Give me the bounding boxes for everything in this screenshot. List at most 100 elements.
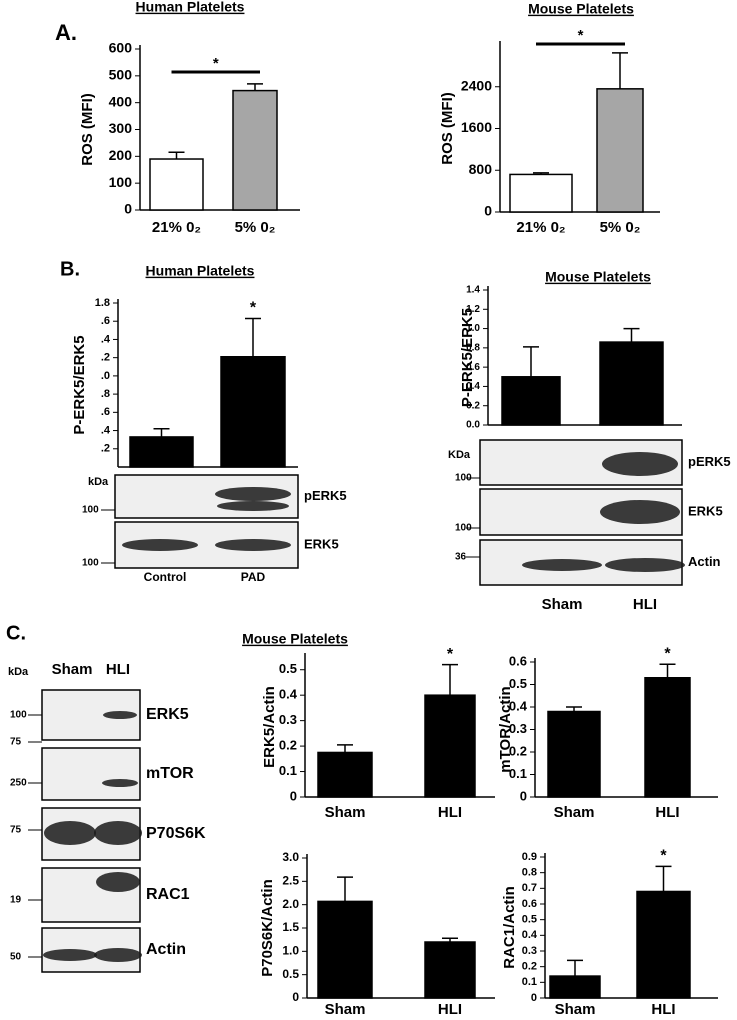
blot-band — [215, 539, 291, 551]
y-tick-label: 0.8 — [522, 867, 537, 879]
y-tick-label: 0.2 — [466, 400, 480, 411]
bar — [317, 751, 373, 798]
blot-band — [217, 501, 289, 511]
lane-label: HLI — [633, 596, 657, 613]
bar — [547, 710, 601, 798]
annotation: * — [578, 27, 584, 44]
bar — [149, 158, 204, 211]
y-tick-label: 0.3 — [509, 721, 527, 736]
blot-row-label: pERK5 — [304, 488, 347, 503]
y-tick-label: 400 — [109, 93, 133, 109]
y-axis-label: P70S6K/Actin — [259, 879, 276, 977]
western-blot: kDa Sham HLI ERK5 100 75 mTOR 250 P70S6K 75 RAC1 19… — [8, 661, 206, 973]
bar — [232, 89, 278, 211]
y-tick-label: .4 — [101, 333, 111, 345]
blot-band — [102, 779, 138, 787]
y-tick-label: 1600 — [461, 119, 492, 135]
y-axis-label: RAC1/Actin — [501, 886, 518, 969]
y-tick-label: 0.5 — [509, 676, 527, 691]
bar — [509, 173, 573, 213]
y-tick-label: 0.3 — [279, 712, 297, 727]
y-tick-label: 0.0 — [466, 420, 480, 431]
x-tick-label: 21% 0₂ — [516, 219, 565, 236]
error-bar — [245, 317, 261, 357]
blot-band — [44, 821, 96, 845]
blot-panel — [41, 747, 141, 801]
western-blot: kDa Control PAD pERK5 100 ERK5 100 — [82, 474, 347, 584]
bar — [317, 900, 373, 999]
blot-row-label: RAC1 — [146, 886, 190, 903]
blot-band — [103, 711, 137, 719]
error-bar — [247, 83, 263, 91]
y-tick-label: 0.8 — [466, 342, 480, 353]
y-axis-label: ROS (MFI) — [439, 92, 456, 165]
y-tick-label: 0.9 — [522, 851, 537, 863]
x-tick-label: HLI — [655, 804, 679, 821]
y-tick-label: 0.3 — [522, 945, 537, 957]
blot-band — [605, 558, 685, 572]
lane-label: Sham — [52, 661, 93, 678]
blot-row-label: mTOR — [146, 765, 194, 782]
y-tick-label: 1.2 — [466, 304, 480, 315]
y-tick-label: 1.4 — [466, 285, 480, 296]
error-bar — [567, 959, 583, 977]
blot-row-label: ERK5 — [688, 503, 723, 518]
y-axis-label: ROS (MFI) — [79, 93, 96, 166]
y-tick-label: 1.0 — [282, 944, 299, 958]
size-marker: 19 — [10, 895, 22, 906]
size-marker: 100 — [455, 523, 472, 534]
error-bar — [337, 744, 353, 753]
y-tick-label: 1.5 — [282, 920, 299, 934]
y-tick-label: 0 — [290, 788, 297, 803]
blot-panel — [114, 474, 299, 519]
x-tick-label: Sham — [555, 1001, 596, 1018]
error-bar — [533, 172, 549, 175]
size-marker: 75 — [10, 737, 22, 748]
blot-band — [215, 487, 291, 501]
x-tick-label: Sham — [325, 1001, 366, 1018]
bar — [636, 890, 691, 999]
y-tick-label: 0.6 — [466, 362, 480, 373]
blot-row-label: pERK5 — [688, 454, 731, 469]
y-tick-label: 0 — [292, 990, 299, 1004]
blot-unit: kDa — [88, 476, 109, 488]
panel-title: Mouse Platelets — [242, 631, 348, 647]
size-marker: 36 — [455, 552, 467, 563]
size-marker: 100 — [455, 473, 472, 484]
x-tick-label: 21% 0₂ — [152, 219, 201, 236]
size-marker: 100 — [82, 505, 99, 516]
panel-label: B. — [60, 258, 80, 280]
chart: P70S6K/Actin 0 0.5 1.0 1.5 2.0 2.5 3.0 Sham HLI — [259, 850, 495, 1018]
panel-label: C. — [6, 622, 26, 644]
y-tick-label: 100 — [109, 174, 133, 190]
y-tick-label: 0 — [531, 992, 537, 1004]
y-tick-label: 0.4 — [466, 381, 480, 392]
blot-unit: KDa — [448, 449, 471, 461]
error-bar — [523, 346, 539, 377]
blot-band — [94, 821, 142, 845]
blot-band — [522, 559, 602, 571]
y-tick-label: 0 — [124, 201, 132, 217]
error-bar — [659, 663, 676, 678]
lane-label: HLI — [106, 661, 130, 678]
y-tick-label: 800 — [469, 161, 493, 177]
y-tick-label: .0 — [101, 370, 110, 382]
chart: RAC1/Actin 0 0.1 0.2 0.3 0.4 0.5 0.6 0.7 0.8 0.9 Sh… — [501, 848, 718, 1018]
y-tick-label: 3.0 — [282, 850, 299, 864]
error-bar — [337, 876, 353, 902]
annotation: * — [664, 645, 671, 662]
western-blot: KDa Sham HLI pERK5 100 ERK5 100 Actin 36 — [448, 439, 731, 613]
x-tick-label: Sham — [554, 804, 595, 821]
x-tick-label: 5% 0₂ — [235, 219, 276, 236]
bar — [424, 694, 476, 798]
y-tick-label: 2400 — [461, 77, 492, 93]
chart: mTOR/Actin 0 0.1 0.2 0.3 0.4 0.5 0.6 Sham HLI * — [497, 645, 718, 821]
y-tick-label: 500 — [109, 67, 133, 83]
blot-row-label: ERK5 — [146, 706, 189, 723]
y-tick-label: .6 — [101, 406, 110, 418]
y-tick-label: 0.5 — [279, 661, 297, 676]
lane-label: Control — [144, 570, 187, 584]
chart: Human Platelets P-ERK5/ERK5 .2 .4 .6 .8 .0 .2 .4… — [71, 263, 298, 468]
error-bar — [442, 937, 458, 942]
annotation: * — [213, 55, 219, 72]
